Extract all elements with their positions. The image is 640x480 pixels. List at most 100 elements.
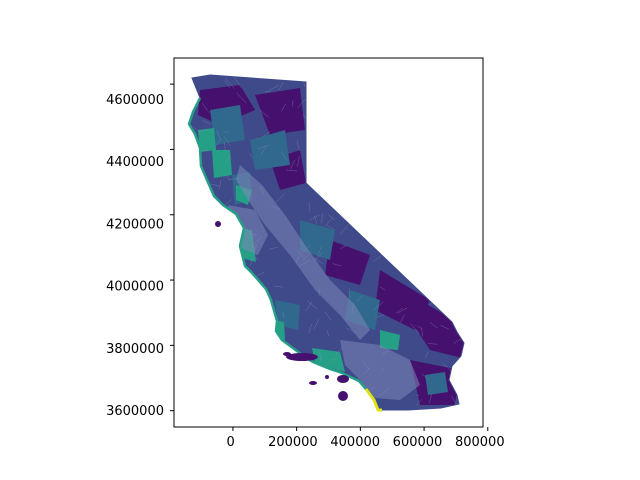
x-tick-label: 800000 [455,435,505,450]
tract-boundary [373,301,384,311]
tract-boundary [297,155,300,167]
tract-region [410,300,464,360]
tract-boundary [282,311,285,319]
tract-boundary [194,127,200,133]
channel-islands [215,221,349,401]
tract-boundary [214,138,222,148]
tract-boundary [339,223,350,235]
x-axis: 0 200000 400000 600000 800000 [226,427,505,450]
tract-boundary [236,92,247,104]
tract-boundary [308,323,313,334]
tract-region [375,270,430,330]
tract-boundary [259,186,265,195]
tract-boundary [362,360,370,369]
tract-boundary [225,199,233,205]
tract-boundary [268,246,279,250]
island-shape [283,352,291,356]
tract-boundary [228,177,240,181]
tract-boundary [427,343,438,345]
tract-boundary [246,229,257,238]
tract-boundary [224,80,231,89]
tract-boundary [330,358,336,361]
y-tick-label: 4000000 [106,280,164,295]
tract-boundary [305,301,312,311]
tract-boundary [216,129,221,140]
central-valley-urban [236,165,370,340]
tract-boundary [202,120,211,125]
tract-boundary [415,399,422,406]
tract-boundary [374,314,385,319]
tract-boundary [246,207,252,214]
tract-boundary [314,215,318,224]
tract-boundary [249,153,253,159]
tract-boundary [324,217,334,227]
x-tick-label: 600000 [393,435,443,450]
tract-boundary [269,84,280,91]
tract-boundary [381,348,393,355]
map-layer [187,74,465,412]
tract-boundary [226,175,230,181]
tract-boundary [275,193,285,203]
tract-boundary [395,307,403,314]
tract-boundary [340,245,347,249]
tract-boundary [306,300,318,310]
tract-boundary [242,189,250,194]
tract-boundary [440,325,450,330]
tract-boundary [259,110,269,118]
y-tick-label: 4400000 [106,155,164,170]
tract-boundary [254,244,257,251]
tract-boundary [295,256,300,264]
tract-boundary [224,141,226,152]
tract-boundary [201,102,210,113]
island-shape [325,375,329,379]
tract-boundary [379,286,386,291]
tract-boundary [281,103,286,112]
tract-boundary [332,263,342,267]
tract-boundary [273,285,283,288]
x-tick-label: 400000 [330,435,380,450]
tract-boundary [313,252,323,262]
tract-boundary [372,255,382,262]
tract-boundary [379,387,390,396]
tract-boundary [429,393,433,404]
tract-boundary [198,129,208,133]
tract-boundary [300,245,311,255]
tract-boundary [324,311,332,321]
x-tick-marks [232,427,489,431]
tract-boundary [421,373,429,380]
south-coast-highlight [364,388,382,412]
tract-region [198,128,216,152]
tract-boundary [262,131,271,137]
tract-boundary [270,205,280,210]
tract-boundary [346,327,356,333]
y-tick-marks [170,83,174,412]
y-axis: 3600000 3800000 4000000 4200000 4400000 … [106,83,174,419]
island-shape [215,221,221,227]
tract-region [312,348,345,372]
tract-region [255,88,305,135]
tract-boundary [425,351,429,359]
tract-boundary [397,307,408,314]
tract-boundary [281,152,288,161]
tract-boundary [250,257,254,266]
tract-boundary [303,114,306,118]
tract-boundary [317,246,322,256]
tract-boundary [251,235,263,247]
tract-boundary [421,327,424,337]
tract-boundary [255,271,265,277]
tract-regions [198,85,464,405]
tract-boundary [296,249,303,258]
tract-boundary [335,346,344,355]
tract-boundary [319,350,322,361]
tract-region [380,330,400,350]
north-coast-highlight [187,97,367,390]
socal-urban [340,340,420,400]
tract-boundary [325,224,335,230]
tract-boundary [410,323,420,334]
y-tick-label: 3800000 [106,342,164,357]
tract-boundary [303,255,308,261]
tract-boundary [380,367,385,372]
tract-boundary [210,183,220,187]
tract-boundary [415,324,416,326]
island-shape [286,353,318,361]
